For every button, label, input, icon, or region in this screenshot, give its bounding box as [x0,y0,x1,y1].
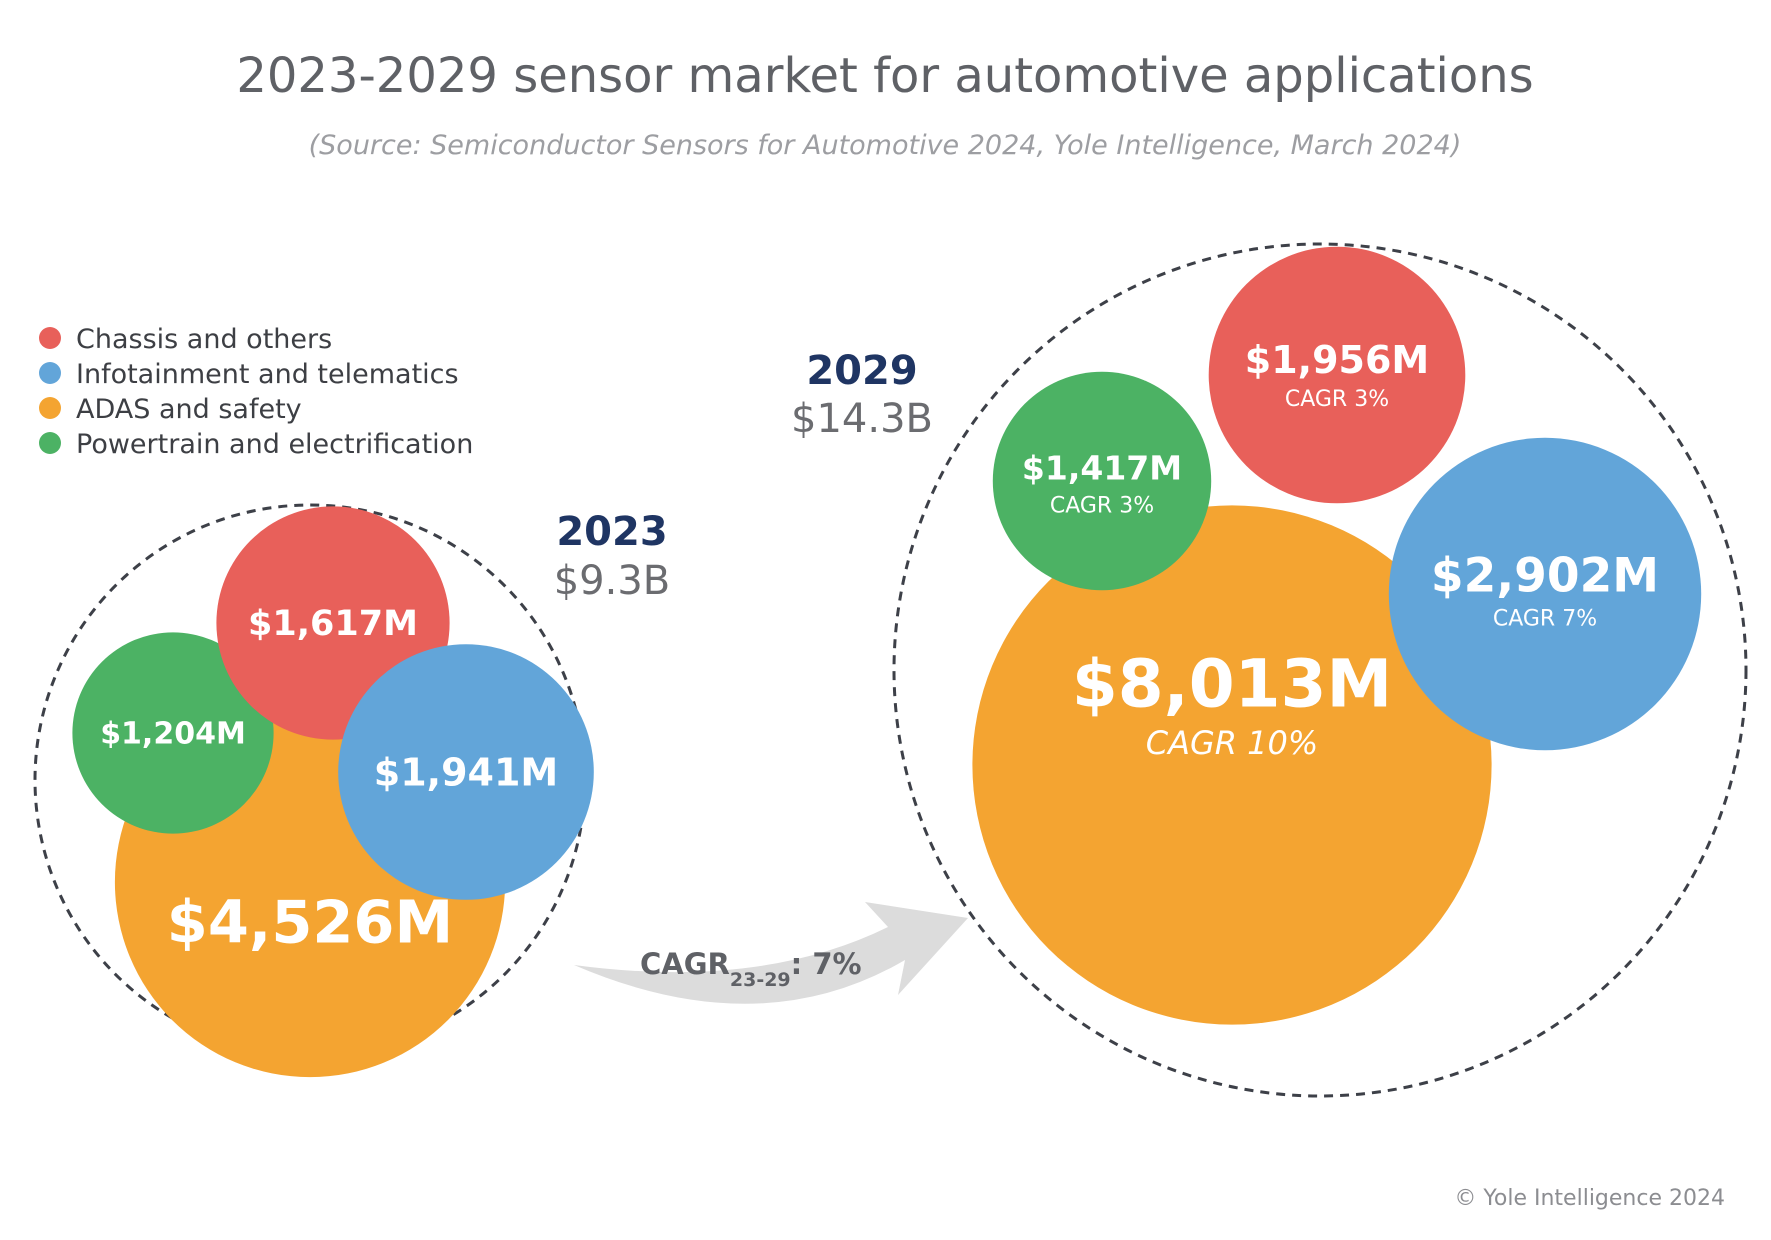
chart-title: 2023-2029 sensor market for automotive a… [236,48,1533,104]
bubbles: $4,526M$1,204M$1,617M$1,941M$8,013MCAGR … [72,246,1702,1078]
growth-arrow [574,902,968,1004]
value-label-chassis-2023: $1,617M [248,604,418,644]
legend-swatch-adas [39,397,61,419]
value-label-adas-2029: $8,013M [1072,646,1392,723]
legend-label-powertrain: Powertrain and electrification [76,429,473,460]
value-label-infotainment-2023: $1,941M [374,750,558,794]
legend-swatch-infotainment [39,362,61,384]
legend: Chassis and others Infotainment and tele… [39,324,473,460]
cagr-label-powertrain: CAGR 3% [1050,493,1154,518]
legend-label-chassis: Chassis and others [76,324,332,355]
cagr-label-chassis: CAGR 3% [1285,387,1389,412]
total-label-2029: $14.3B [791,396,933,442]
chart-subtitle: (Source: Semiconductor Sensors for Autom… [309,130,1462,161]
bubble-powertrain-2029 [992,371,1212,591]
legend-swatch-chassis [39,327,61,349]
value-label-infotainment-2029: $2,902M [1431,549,1659,604]
overall-cagr-label: CAGR23-29: 7% [640,947,862,991]
group-outline-2029 [892,242,1748,1098]
bubble-infotainment-2029 [1388,437,1702,751]
bubble-adas-2029 [972,505,1492,1025]
legend-label-adas: ADAS and safety [76,394,302,425]
copyright: © Yole Intelligence 2024 [1454,1186,1725,1211]
year-label-2023: 2023 [556,509,667,555]
total-label-2023: $9.3B [554,558,671,604]
bubble-infotainment-2023 [338,644,594,900]
value-label-chassis-2029: $1,956M [1245,338,1429,382]
legend-swatch-powertrain [39,432,61,454]
value-label-adas-2023: $4,526M [167,888,453,957]
year-label-2029: 2029 [806,348,917,394]
value-label-powertrain-2023: $1,204M [100,717,246,752]
cagr-label-adas: CAGR 10% [1146,724,1319,762]
value-label-powertrain-2029: $1,417M [1022,448,1182,487]
cagr-label-infotainment: CAGR 7% [1493,606,1597,631]
bubble-powertrain-2023 [72,632,274,834]
legend-label-infotainment: Infotainment and telematics [76,359,459,390]
bubble-chassis-2029 [1208,246,1466,504]
